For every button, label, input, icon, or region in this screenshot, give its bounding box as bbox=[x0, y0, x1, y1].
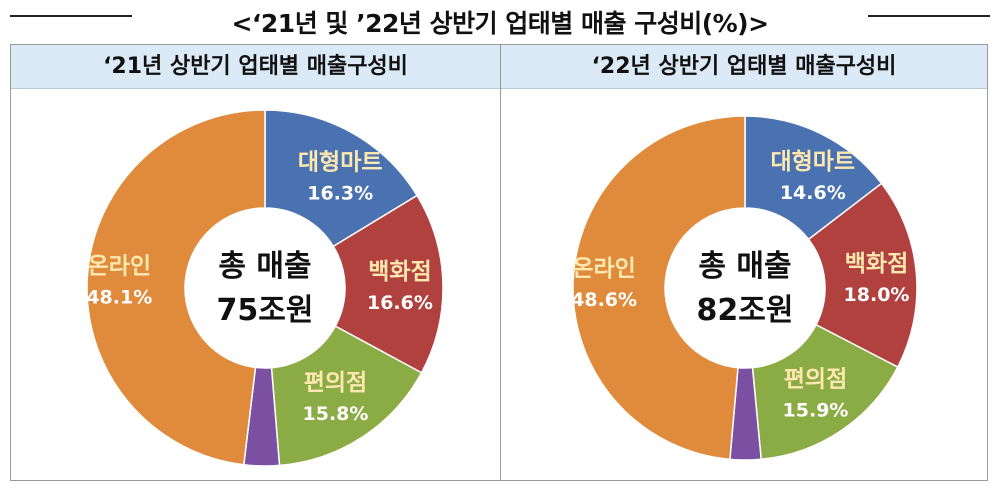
slice-online-1 bbox=[572, 115, 746, 461]
slice-name-hypermarket-0: 대형마트 bbox=[298, 150, 383, 176]
slice-value-department_store-0: 16.6% bbox=[367, 292, 433, 314]
center-label-1: 총 매출 bbox=[698, 249, 791, 284]
panel-divider bbox=[500, 44, 501, 481]
slice-convenience_store-0 bbox=[270, 325, 423, 467]
slice-name-department_store-0: 백화점 bbox=[368, 259, 431, 285]
title-rule-right bbox=[868, 15, 990, 17]
main-title: <‘21년 및 ’22년 상반기 업태별 매출 구성비(%)> bbox=[231, 9, 769, 38]
slice-online-0 bbox=[86, 109, 266, 466]
slice-name-online-0: 온라인 bbox=[88, 253, 151, 279]
slice-value-online-0: 48.1% bbox=[86, 286, 152, 308]
slice-department_store-0 bbox=[332, 194, 444, 374]
slice-value-hypermarket-0: 16.3% bbox=[307, 183, 373, 205]
slice-hypermarket-1 bbox=[744, 115, 883, 241]
slice-value-hypermarket-1: 14.6% bbox=[780, 182, 846, 204]
panel-title-2021: ‘21년 상반기 업태별 매출구성비 bbox=[11, 45, 500, 89]
panel-title-2022: ‘22년 상반기 업태별 매출구성비 bbox=[501, 45, 987, 89]
slice-value-convenience_store-0: 15.8% bbox=[303, 403, 369, 425]
slice-value-online-1: 48.6% bbox=[571, 289, 637, 311]
title-rule-left bbox=[10, 15, 132, 17]
slice-name-online-1: 온라인 bbox=[572, 256, 635, 282]
slice-value-convenience_store-1: 15.9% bbox=[783, 399, 849, 421]
slice-name-convenience_store-0: 편의점 bbox=[304, 370, 367, 396]
slice-name-hypermarket-1: 대형마트 bbox=[770, 149, 855, 175]
title-row: <‘21년 및 ’22년 상반기 업태별 매출 구성비(%)> bbox=[0, 0, 1000, 44]
slice-value-department_store-1: 18.0% bbox=[844, 284, 910, 306]
center-label-0: 총 매출 bbox=[218, 249, 311, 284]
center-total-0: 75조원 bbox=[217, 293, 314, 328]
chart-frame bbox=[10, 44, 988, 481]
slice-name-department_store-1: 백화점 bbox=[845, 251, 908, 277]
slice-convenience_store-1 bbox=[751, 323, 899, 461]
slice-department_store-1 bbox=[807, 182, 918, 369]
center-total-1: 82조원 bbox=[697, 293, 794, 328]
slice-name-convenience_store-1: 편의점 bbox=[784, 366, 847, 392]
slice-hypermarket-0 bbox=[264, 109, 419, 248]
